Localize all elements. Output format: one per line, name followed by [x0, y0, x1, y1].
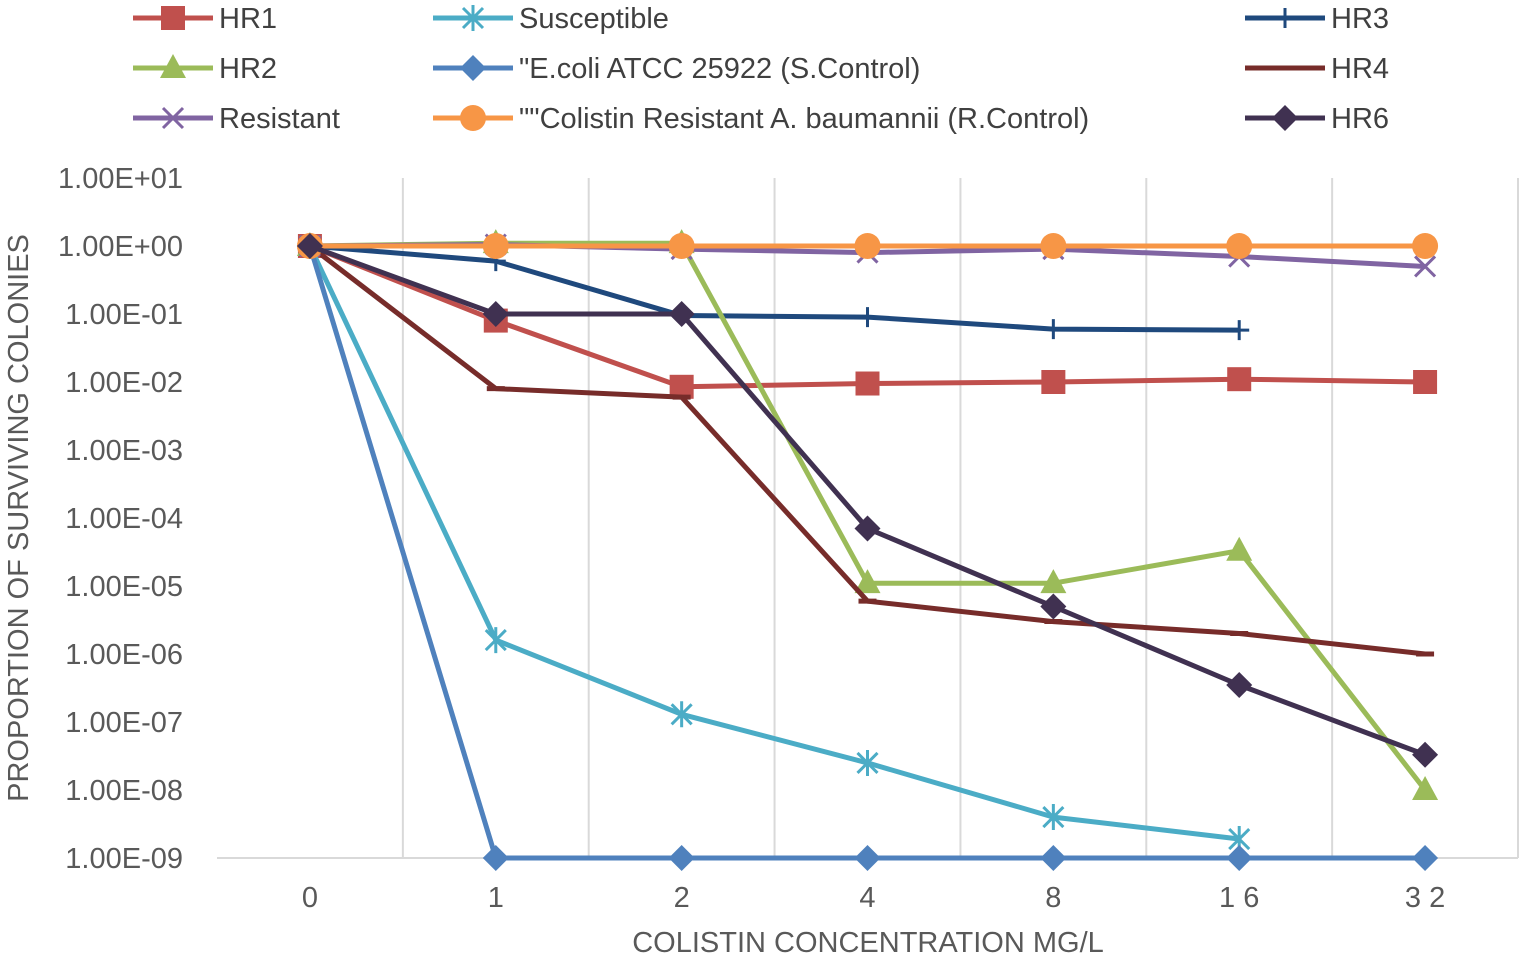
y-tick-label: 1.00E-07	[65, 707, 183, 739]
data-point	[482, 845, 509, 871]
data-point	[668, 301, 695, 327]
data-point	[160, 54, 186, 78]
legend-item: ""Colistin Resistant A. baumannii (R.Con…	[433, 103, 1089, 135]
legend-item: HR4	[1245, 53, 1389, 85]
data-point	[1412, 776, 1439, 800]
gridlines	[401, 178, 1519, 858]
data-point	[460, 55, 486, 81]
data-point	[1040, 845, 1067, 871]
data-point	[1043, 319, 1064, 340]
data-point	[668, 845, 695, 871]
x-tick-label: 8	[1045, 882, 1061, 914]
data-point	[854, 845, 881, 871]
legend-item: HR6	[1245, 103, 1389, 135]
series-group	[296, 229, 1439, 871]
data-point	[1412, 233, 1439, 259]
data-point	[1414, 255, 1437, 278]
legend-label: HR2	[219, 53, 277, 85]
y-tick-label: 1.00E-02	[65, 367, 183, 399]
series-line	[307, 244, 1240, 842]
data-point	[1272, 105, 1298, 131]
x-tick-label: 4	[859, 882, 875, 914]
data-point	[670, 701, 693, 728]
data-point	[1226, 536, 1253, 561]
data-point	[1413, 370, 1438, 394]
data-point	[1040, 233, 1067, 259]
y-tick-label: 1.00E-04	[65, 503, 183, 535]
data-point	[1042, 804, 1065, 831]
y-tick-label: 1.00E-09	[65, 843, 183, 875]
data-point	[161, 6, 185, 30]
data-point	[1226, 845, 1253, 871]
axes: 1.00E+01 1.00E+00 1.00E-01 1.00E-02 1.00E-03…	[58, 163, 1518, 914]
data-point	[482, 301, 509, 327]
data-point	[161, 106, 185, 130]
y-tick-label: 1.00E-03	[65, 435, 183, 467]
y-tick-label: 1.00E-05	[65, 571, 183, 603]
legend-item: HR1	[133, 3, 277, 35]
legend: HR1 Susceptible HR3 HR2 "E.coli ATCC 25922 (…	[133, 3, 1389, 135]
data-point	[1040, 593, 1067, 620]
legend-item: HR2	[133, 53, 277, 85]
data-point	[1041, 370, 1066, 394]
data-point	[1412, 741, 1439, 768]
data-point	[854, 233, 881, 259]
data-point	[482, 233, 509, 259]
legend-label: HR3	[1331, 3, 1389, 35]
data-point	[296, 233, 323, 259]
x-tick-label: 0	[302, 882, 318, 914]
data-point	[857, 307, 878, 328]
series-line	[309, 243, 1240, 333]
x-tick-label: 1 6	[1219, 882, 1259, 914]
legend-label: ""Colistin Resistant A. baumannii (R.Con…	[519, 103, 1089, 135]
legend-item: Susceptible	[433, 3, 669, 35]
y-tick-label: 1.00E-08	[65, 775, 183, 807]
data-point	[461, 5, 485, 31]
y-tick-label: 1.00E+01	[58, 163, 183, 195]
y-tick-label: 1.00E-06	[65, 639, 183, 671]
data-point	[854, 569, 881, 594]
legend-label: HR4	[1331, 53, 1389, 85]
legend-label: Susceptible	[519, 3, 669, 35]
data-point	[1040, 569, 1067, 594]
legend-item: HR3	[1245, 3, 1389, 35]
y-axis-title: PROPORTION OF SURVIVING COLONIES	[3, 234, 35, 802]
legend-label: Resistant	[219, 103, 340, 135]
data-point	[1226, 672, 1253, 699]
data-point	[460, 105, 486, 131]
x-tick-label: 3 2	[1405, 882, 1445, 914]
legend-label: "E.coli ATCC 25922 (S.Control)	[519, 53, 920, 85]
legend-label: HR6	[1331, 103, 1389, 135]
series-8	[296, 233, 1439, 768]
data-point	[484, 627, 507, 654]
y-tick-label: 1.00E+00	[58, 231, 183, 263]
data-point	[668, 233, 695, 259]
data-point	[854, 515, 881, 542]
data-point	[1229, 320, 1250, 341]
y-tick-label: 1.00E-01	[65, 299, 183, 331]
data-point	[856, 749, 879, 776]
data-point	[1226, 233, 1253, 259]
legend-item: "E.coli ATCC 25922 (S.Control)	[433, 53, 920, 85]
legend-label: HR1	[219, 3, 277, 35]
x-tick-label: 2	[674, 882, 690, 914]
data-point	[1412, 845, 1439, 871]
data-point	[855, 371, 880, 396]
data-point	[1275, 8, 1295, 28]
legend-item: Resistant	[133, 103, 340, 135]
series-7	[296, 233, 1439, 259]
x-axis-title: COLISTIN CONCENTRATION MG/L	[632, 927, 1104, 959]
data-point	[1227, 367, 1252, 392]
x-tick-label: 1	[488, 882, 504, 914]
